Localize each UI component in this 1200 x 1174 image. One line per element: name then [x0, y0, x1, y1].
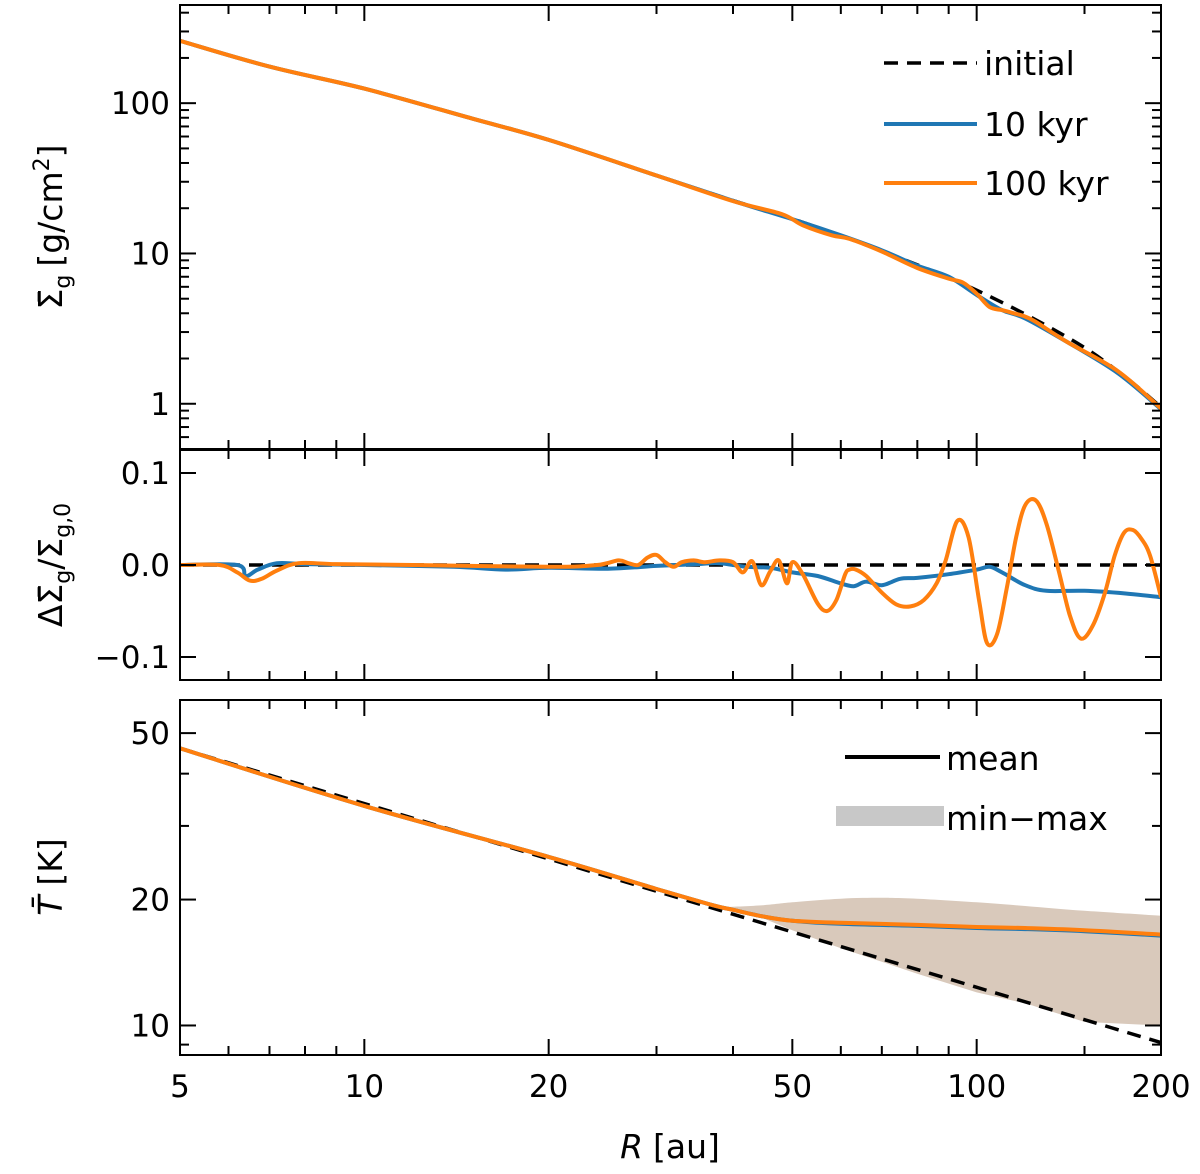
middle-frame [179, 449, 1162, 681]
series-initial-line [180, 746, 1161, 1045]
x-tick-label: 10 [345, 1069, 384, 1105]
legend-100kyr-label: 100 kyr [984, 164, 1109, 203]
middle-plot-area [180, 497, 1161, 648]
legend-10kyr-label: 10 kyr [984, 105, 1088, 144]
y-tick-label: 50 [131, 716, 170, 752]
y-tick-label: 0.0 [121, 548, 170, 584]
series-initial-line [180, 39, 1161, 409]
top-y-axis-label: Σ̄g[g/cm2] [30, 145, 76, 310]
series-100kyr-line [180, 38, 1161, 411]
x-axis-label: R [au] [620, 1127, 720, 1166]
x-tick-label: 5 [170, 1069, 190, 1105]
y-tick-label: 1 [150, 387, 170, 423]
series-band-area [726, 897, 1161, 1026]
bottom-frame [179, 699, 1162, 1056]
y-tick-label: 100 [111, 86, 170, 122]
legend-minmax-label: min−max [946, 799, 1108, 838]
top-legend: initial 10 kyr 100 kyr [884, 44, 1109, 203]
series-10kyr-line [180, 560, 1161, 600]
middle-ticks: −0.1 0.0 0.1 [95, 450, 1162, 680]
series-mean-line [180, 746, 1161, 937]
bottom-y-axis-label: T̄[K] [30, 838, 70, 916]
bottom-plot-area [180, 746, 1161, 1045]
bottom-legend: mean min−max [836, 739, 1108, 838]
y-tick-label: 10 [131, 236, 170, 272]
top-plot-area [180, 38, 1161, 411]
series-100kyr-line [180, 497, 1161, 648]
y-tick-label: 10 [131, 1008, 170, 1044]
x-tick-label: 20 [529, 1069, 568, 1105]
legend-mean-label: mean [946, 739, 1040, 778]
top-ticks: 1 10 100 [111, 5, 1162, 449]
series-10kyr-line [180, 38, 1161, 411]
y-tick-label: 0.1 [121, 456, 170, 492]
x-tick-label: 200 [1131, 1069, 1190, 1105]
y-tick-label: 20 [131, 883, 170, 919]
panel-top: 1 10 100 Σ̄g[g/cm2] initial 10 kyr 100 kyr [30, 4, 1162, 450]
legend-minmax-swatch [836, 806, 944, 826]
middle-y-axis-label: ΔΣ̄g/Σg,0 [31, 503, 76, 627]
x-tick-label: 50 [773, 1069, 812, 1105]
x-tick-label: 100 [947, 1069, 1006, 1105]
y-tick-label: −0.1 [95, 640, 170, 676]
legend-initial-label: initial [984, 44, 1075, 83]
panel-middle: −0.1 0.0 0.1 ΔΣ̄g/Σg,0 [31, 449, 1162, 681]
